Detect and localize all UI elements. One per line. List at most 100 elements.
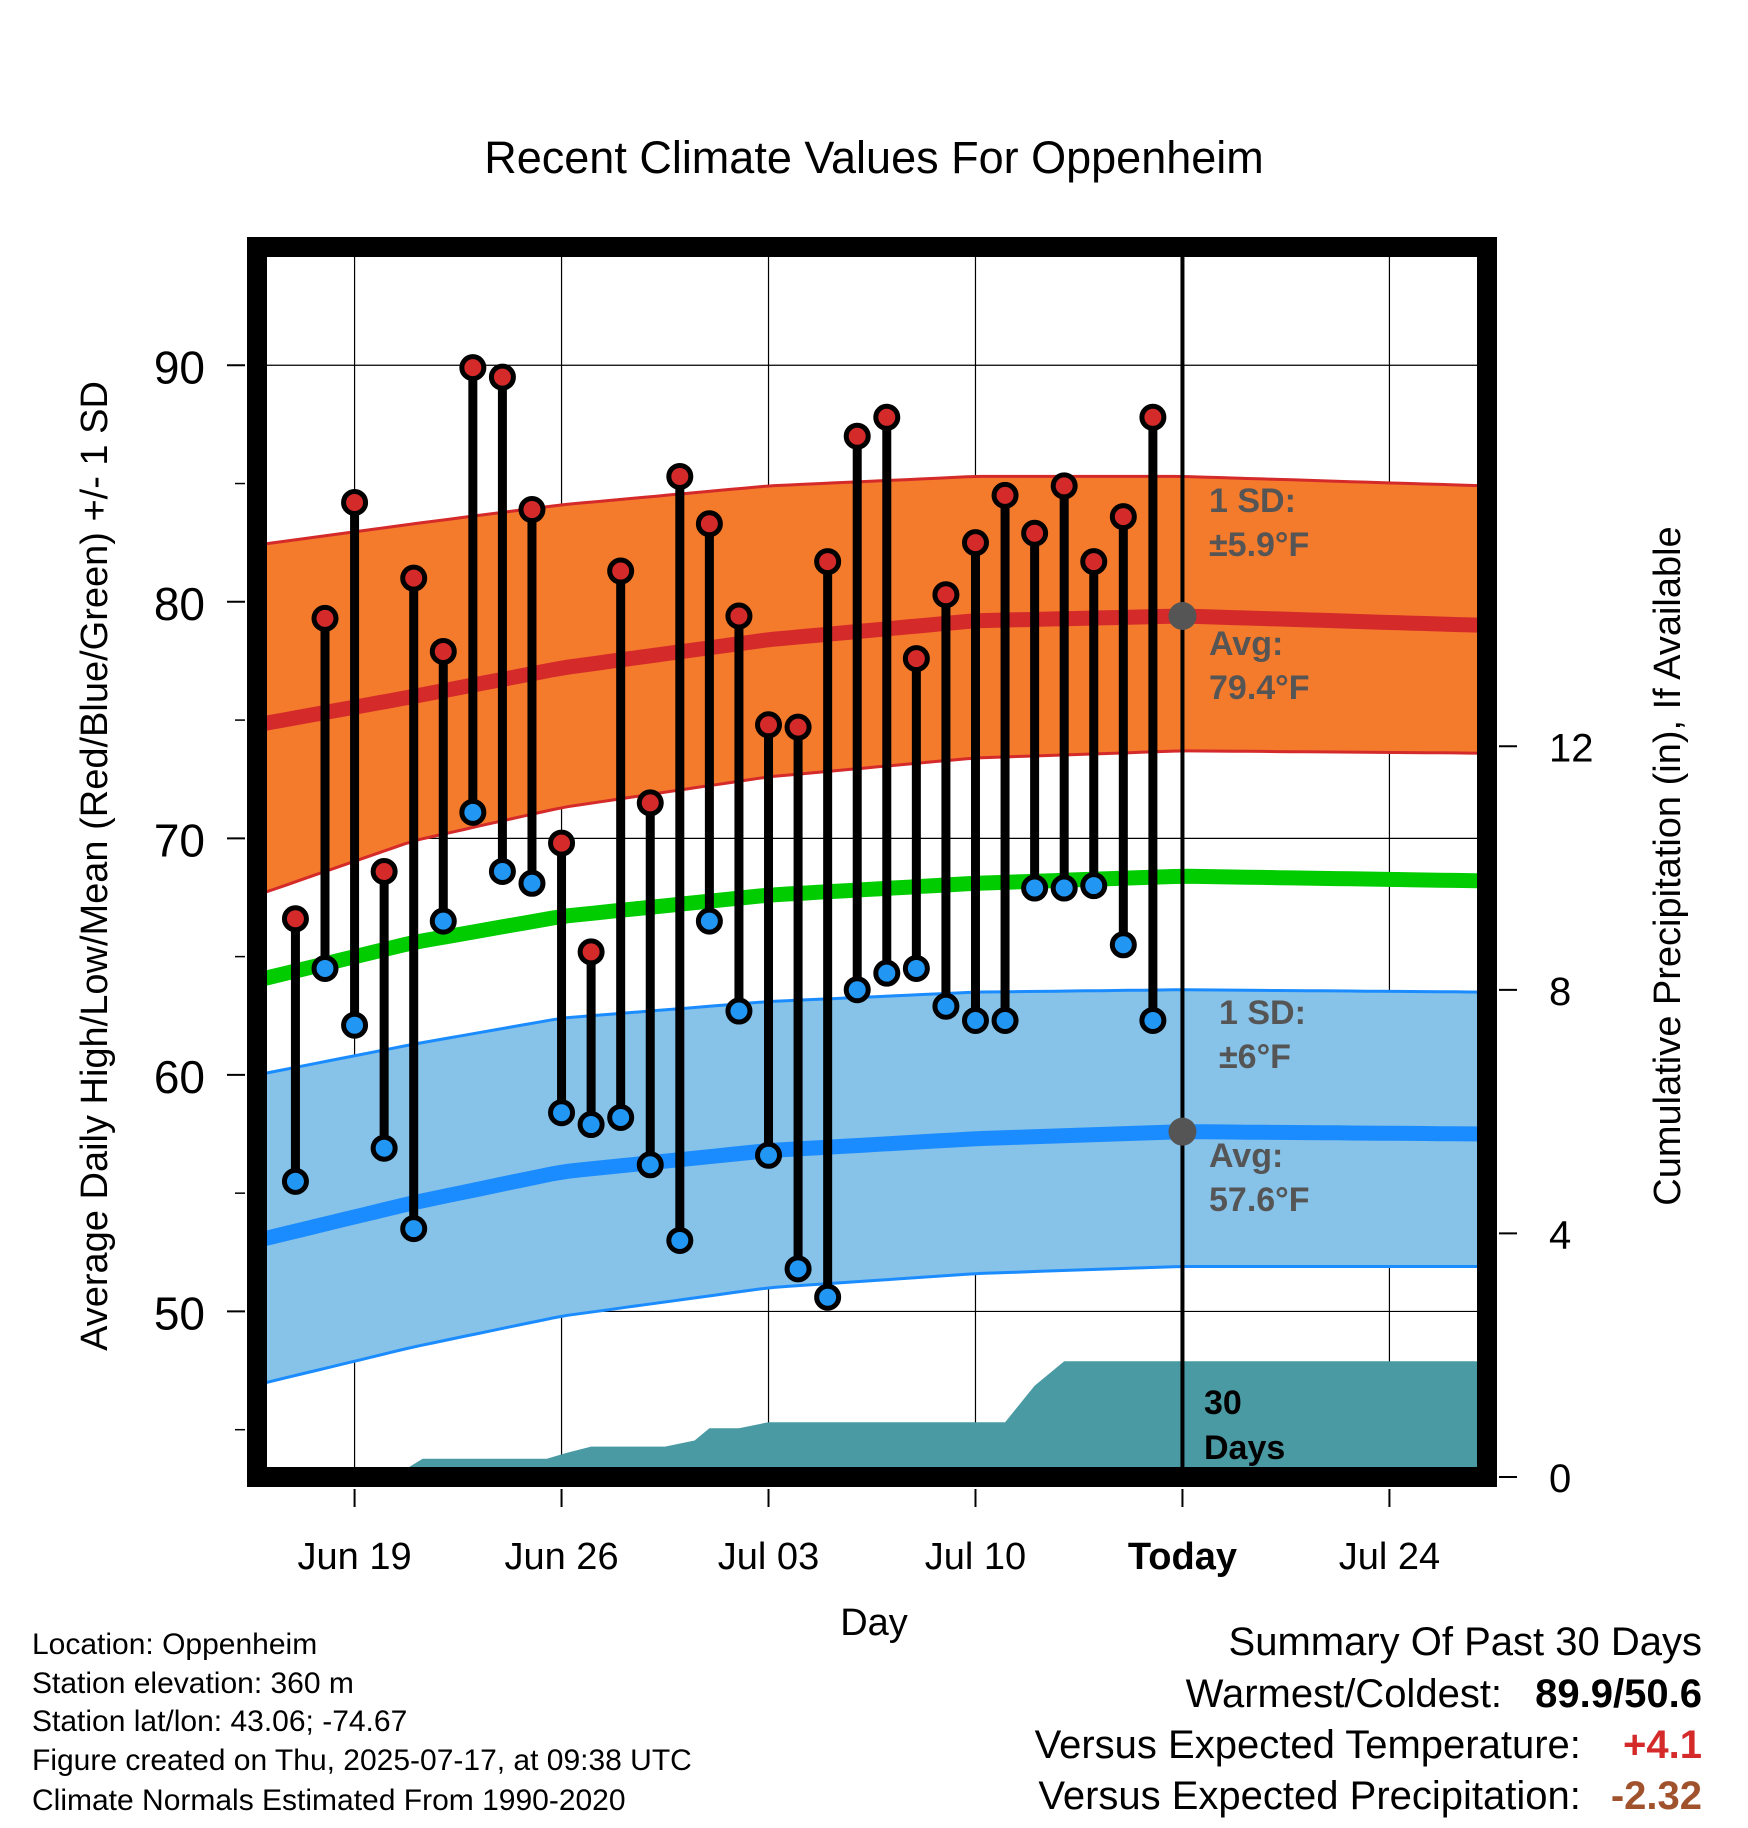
observed-high-point [311,604,339,632]
observed-high-point [784,713,812,741]
y-tick-label-left: 90 [154,341,205,393]
info-created: Figure created on Thu, 2025-07-17, at 09… [32,1744,692,1777]
observed-low-point [311,954,339,982]
summary-precip-value: -2.32 [1610,1774,1702,1818]
observed-high-point [636,789,664,817]
x-tick-label: Jul 24 [1339,1536,1440,1578]
low-sd-upper-line [256,988,1487,1077]
observed-low-point [518,869,546,897]
today-low-avg-marker [1168,1117,1197,1146]
high-sd-upper-line [256,474,1488,547]
high-sd-label: 1 SD: [1209,482,1296,520]
observed-high-point [932,581,960,609]
y-axis-label-left: Average Daily High/Low/Mean (Red/Blue/Gr… [74,381,116,1351]
observed-low-point [1109,931,1137,959]
observed-low-point [341,1011,369,1039]
info-latlon: Station lat/lon: 43.06; -74.67 [32,1705,408,1738]
observed-high-point [755,711,783,739]
normal-high-line [255,608,1488,733]
observed-low-point [281,1167,309,1195]
days-word-label: Days [1204,1429,1285,1467]
observed-high-point [814,548,842,576]
observed-high-point [991,481,1019,509]
y-axis-label-right: Cumulative Precipitation (in), If Availa… [1647,526,1689,1205]
summary-temp-label: Versus Expected Temperature: [1034,1723,1581,1767]
summary-precip: Versus Expected Precipitation: -2.32 [1038,1774,1702,1819]
low-sd-value: ±6°F [1219,1038,1291,1076]
summary-temp: Versus Expected Temperature: +4.1 [1035,1723,1702,1768]
summary-warm-cold-label: Warmest/Coldest: [1185,1672,1503,1716]
x-tick-label: Jun 19 [298,1536,412,1578]
observed-high-point [370,857,398,885]
high-sd-band [257,476,1487,896]
observed-low-point [459,798,487,826]
observed-low-point [961,1006,989,1034]
precipitation-area [257,1361,1487,1477]
today-high-avg-marker [1168,602,1197,630]
observed-low-point [488,857,516,885]
observed-high-point [1139,403,1167,431]
observed-low-point [1080,872,1108,900]
observed-low-point [370,1134,398,1162]
y-tick-label-right: 8 [1549,970,1571,1014]
days-count-label: 30 [1204,1384,1242,1422]
observed-high-point [518,496,546,524]
summary-temp-value: +4.1 [1623,1723,1702,1767]
summary-precip-label: Versus Expected Precipitation: [1038,1774,1581,1818]
observed-high-point [459,354,487,382]
observed-low-point [843,976,871,1004]
observed-high-point [1109,503,1137,531]
summary-warm-cold: Warmest/Coldest: 89.9/50.6 [1186,1672,1702,1717]
observed-low-point [873,959,901,987]
observed-high-point [1021,519,1049,547]
observed-low-point [1050,874,1078,902]
high-avg-value: 79.4°F [1209,669,1310,707]
high-sd-value: ±5.9°F [1209,526,1309,564]
observed-low-point [991,1006,1019,1034]
high-avg-label: Avg: [1209,625,1283,663]
x-tick-label: Jul 03 [718,1536,819,1578]
observed-high-point [429,637,457,665]
info-location: Location: Oppenheim [32,1628,318,1661]
observed-high-point [488,363,516,391]
x-tick-label: Jun 26 [504,1536,618,1578]
observed-high-point [725,602,753,630]
high-sd-lower-line [256,749,1487,897]
observed-low-point [636,1151,664,1179]
observed-low-point [814,1283,842,1311]
x-tick-label: Today [1128,1536,1237,1578]
observed-high-point [607,557,635,585]
observed-low-point [725,997,753,1025]
observed-high-point [281,905,309,933]
observed-low-point [577,1111,605,1139]
info-normals: Climate Normals Estimated From 1990-2020 [32,1784,626,1817]
low-sd-label: 1 SD: [1219,994,1306,1032]
y-tick-label-right: 4 [1549,1213,1571,1257]
observed-low-point [932,992,960,1020]
info-elevation: Station elevation: 360 m [32,1667,354,1700]
observed-high-point [400,564,428,592]
x-axis-label: Day [840,1602,908,1644]
chart-title: Recent Climate Values For Oppenheim [484,132,1264,183]
y-tick-label-left: 60 [154,1051,205,1103]
low-avg-value: 57.6°F [1209,1181,1310,1219]
normal-mean-line [255,868,1487,988]
y-tick-label-right: 12 [1549,726,1594,770]
observed-low-point [902,954,930,982]
y-tick-label-left: 50 [154,1287,205,1339]
plot-frame [247,237,1497,1487]
y-tick-label-right: 0 [1549,1457,1571,1501]
low-sd-lower-line [256,1265,1487,1387]
observed-low-point [1021,874,1049,902]
observed-high-point [843,422,871,450]
observed-high-point [341,488,369,516]
observed-low-point [784,1255,812,1283]
observed-high-point [577,938,605,966]
observed-high-point [1080,548,1108,576]
observed-high-point [666,462,694,490]
summary-title: Summary Of Past 30 Days [1228,1620,1702,1664]
y-tick-label-left: 80 [154,578,205,630]
observed-low-point [429,907,457,935]
normal-low-line [255,1124,1487,1248]
